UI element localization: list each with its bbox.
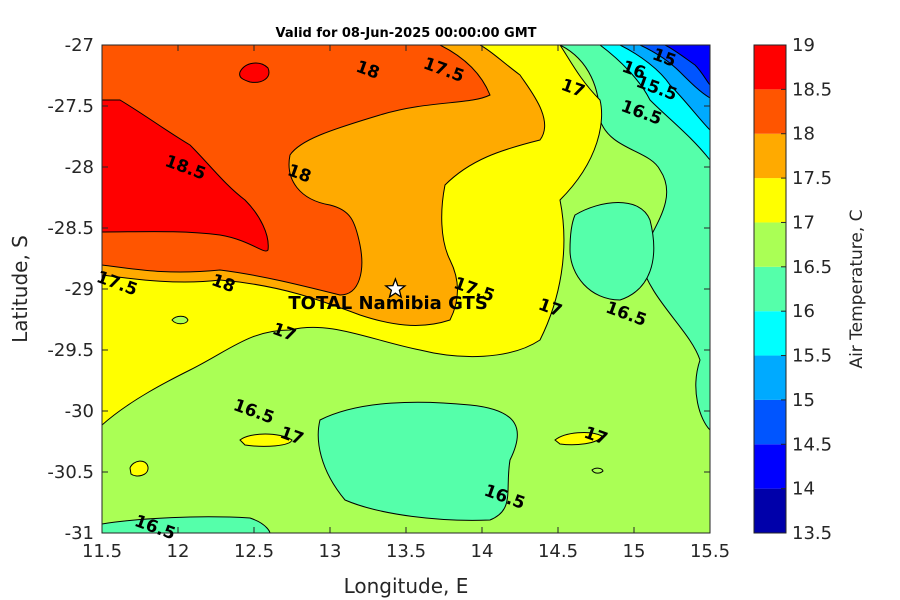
y-tick-label: -28.5 <box>47 218 94 239</box>
colorbar-swatch <box>754 89 786 134</box>
colorbar-tick-label: 17.5 <box>792 168 832 189</box>
band-16-east-block <box>569 202 655 301</box>
colorbar-swatch <box>754 444 786 489</box>
y-tick-label: -27.5 <box>47 96 94 117</box>
x-tick-label: 15 <box>623 541 646 562</box>
x-tick-label: 12 <box>167 541 190 562</box>
band-18-5-spot <box>239 62 270 83</box>
band-14 <box>664 45 710 86</box>
colorbar-tick-label: 15 <box>792 390 815 411</box>
colorbar-tick-label: 14 <box>792 479 815 500</box>
x-tick-label: 13 <box>319 541 342 562</box>
x-axis: 11.5 12 12.5 13 13.5 14 14.5 15 15.5 <box>82 45 730 562</box>
x-tick-label: 15.5 <box>690 541 730 562</box>
colorbar-tick-label: 13.5 <box>792 523 832 544</box>
plot-area <box>102 45 710 533</box>
y-tick-label: -30.5 <box>47 462 94 483</box>
y-tick-label: -31 <box>65 523 94 544</box>
x-tick-label: 11.5 <box>82 541 122 562</box>
colorbar-swatch <box>754 266 786 312</box>
y-axis: -27 -27.5 -28 -28.5 -29 -29.5 -30 -30.5 -31 <box>47 35 710 544</box>
site-star-icon <box>384 277 407 299</box>
colorbar-swatch <box>754 399 786 445</box>
x-tick-label: 12.5 <box>234 541 274 562</box>
band-16-southwest <box>102 516 271 533</box>
colorbar-swatch <box>754 488 786 533</box>
band-18-5 <box>102 99 269 252</box>
band-17-spot-mid <box>239 433 293 447</box>
y-tick-label: -28 <box>65 157 94 178</box>
colorbar-tick-label: 19 <box>792 35 815 56</box>
colorbar-tick-label: 14.5 <box>792 434 832 455</box>
colorbar-swatch <box>754 178 786 223</box>
x-tick-label: 14.5 <box>538 541 578 562</box>
band-16-south <box>317 401 518 521</box>
site-label: TOTAL Namibia GTS <box>288 293 487 314</box>
y-axis-label: Latitude, S <box>8 235 32 343</box>
y-tick-label: -29 <box>65 279 94 300</box>
band-16-5-spot <box>171 315 189 325</box>
y-tick-label: -27 <box>65 35 94 56</box>
colorbar-tick-label: 15.5 <box>792 346 832 367</box>
chart-title: Valid for 08-Jun-2025 00:00:00 GMT <box>276 26 537 41</box>
x-tick-label: 13.5 <box>386 541 426 562</box>
colorbar-tick-label: 18 <box>792 124 815 145</box>
colorbar-tick-label: 16.5 <box>792 257 832 278</box>
band-17-spot-east <box>554 432 603 446</box>
colorbar: 13.5 14 14.5 15 15.5 16 16.5 17 17.5 18 18.5 19 <box>753 35 832 544</box>
colorbar-tick-label: 17 <box>792 212 815 233</box>
colorbar-swatch <box>754 222 786 267</box>
colorbar-tick-label: 18.5 <box>792 79 832 100</box>
band-17-spot-south <box>129 460 149 477</box>
x-axis-label: Longitude, E <box>344 574 469 598</box>
colorbar-swatch <box>754 311 786 356</box>
x-tick-label: 14 <box>471 541 494 562</box>
band-16-5-spot-east <box>591 467 604 474</box>
colorbar-swatch <box>754 133 786 179</box>
colorbar-swatch <box>754 355 786 400</box>
colorbar-frame <box>753 44 787 534</box>
y-tick-label: -29.5 <box>47 340 94 361</box>
colorbar-label: Air Temperature, C <box>847 209 867 368</box>
y-tick-label: -30 <box>65 401 94 422</box>
colorbar-swatch <box>754 45 786 90</box>
site-marker-group: TOTAL Namibia GTS <box>288 277 488 314</box>
colorbar-tick-label: 16 <box>792 301 815 322</box>
